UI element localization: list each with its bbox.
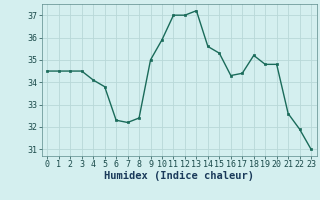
X-axis label: Humidex (Indice chaleur): Humidex (Indice chaleur) — [104, 171, 254, 181]
